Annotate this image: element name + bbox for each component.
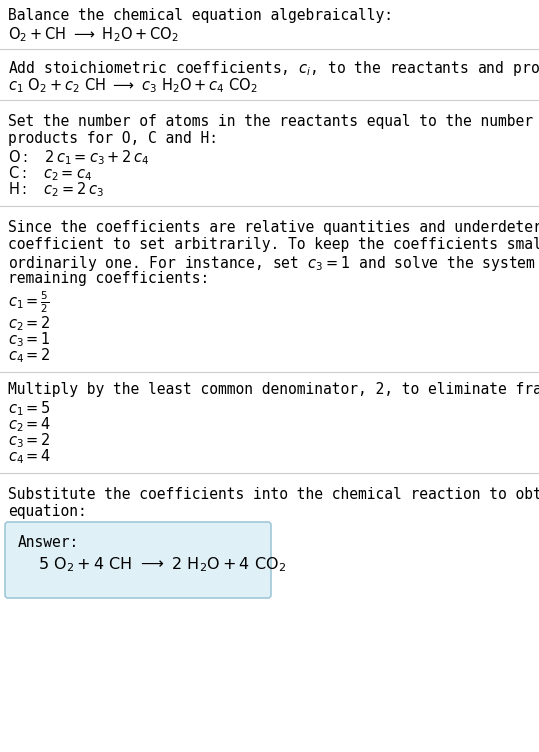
Text: Set the number of atoms in the reactants equal to the number of atoms in the: Set the number of atoms in the reactants… bbox=[8, 114, 539, 129]
Text: $c_2 = 4$: $c_2 = 4$ bbox=[8, 415, 51, 434]
Text: Add stoichiometric coefficients, $c_i$, to the reactants and products:: Add stoichiometric coefficients, $c_i$, … bbox=[8, 59, 539, 78]
Text: Since the coefficients are relative quantities and underdetermined, choose a: Since the coefficients are relative quan… bbox=[8, 220, 539, 235]
Text: Answer:: Answer: bbox=[18, 535, 79, 550]
Text: $c_4 = 2$: $c_4 = 2$ bbox=[8, 346, 51, 365]
Text: $c_2 = 2$: $c_2 = 2$ bbox=[8, 314, 51, 332]
Text: coefficient to set arbitrarily. To keep the coefficients small, the arbitrary va: coefficient to set arbitrarily. To keep … bbox=[8, 237, 539, 252]
Text: Substitute the coefficients into the chemical reaction to obtain the balanced: Substitute the coefficients into the che… bbox=[8, 487, 539, 502]
Text: Balance the chemical equation algebraically:: Balance the chemical equation algebraica… bbox=[8, 8, 393, 23]
Text: $\mathrm{O_2 + CH\ \longrightarrow\ H_2O + CO_2}$: $\mathrm{O_2 + CH\ \longrightarrow\ H_2O… bbox=[8, 25, 179, 44]
Text: Multiply by the least common denominator, 2, to eliminate fractional coefficient: Multiply by the least common denominator… bbox=[8, 382, 539, 397]
Text: $c_1 = 5$: $c_1 = 5$ bbox=[8, 399, 51, 417]
Text: remaining coefficients:: remaining coefficients: bbox=[8, 271, 209, 286]
FancyBboxPatch shape bbox=[5, 522, 271, 598]
Text: $5\ \mathrm{O_2} + 4\ \mathrm{CH}\ \longrightarrow\ 2\ \mathrm{H_2O} + 4\ \mathr: $5\ \mathrm{O_2} + 4\ \mathrm{CH}\ \long… bbox=[38, 555, 286, 574]
Text: equation:: equation: bbox=[8, 504, 87, 519]
Text: ordinarily one. For instance, set $c_3 = 1$ and solve the system of equations fo: ordinarily one. For instance, set $c_3 =… bbox=[8, 254, 539, 273]
Text: $c_3 = 2$: $c_3 = 2$ bbox=[8, 431, 51, 450]
Text: products for O, C and H:: products for O, C and H: bbox=[8, 131, 218, 146]
Text: $c_3 = 1$: $c_3 = 1$ bbox=[8, 330, 51, 349]
Text: $\mathrm{C:}\ \ \ c_2 = c_4$: $\mathrm{C:}\ \ \ c_2 = c_4$ bbox=[8, 164, 92, 183]
Text: $\mathrm{H:}\ \ \ c_2 = 2\,c_3$: $\mathrm{H:}\ \ \ c_2 = 2\,c_3$ bbox=[8, 180, 104, 199]
Text: $c_1\ \mathrm{O_2} + c_2\ \mathrm{CH}\ \longrightarrow\ c_3\ \mathrm{H_2O} + c_4: $c_1\ \mathrm{O_2} + c_2\ \mathrm{CH}\ \… bbox=[8, 76, 258, 95]
Text: $c_1 = \frac{5}{2}$: $c_1 = \frac{5}{2}$ bbox=[8, 290, 50, 315]
Text: $\mathrm{O:}\ \ \ 2\,c_1 = c_3 + 2\,c_4$: $\mathrm{O:}\ \ \ 2\,c_1 = c_3 + 2\,c_4$ bbox=[8, 148, 150, 167]
Text: $c_4 = 4$: $c_4 = 4$ bbox=[8, 447, 51, 465]
